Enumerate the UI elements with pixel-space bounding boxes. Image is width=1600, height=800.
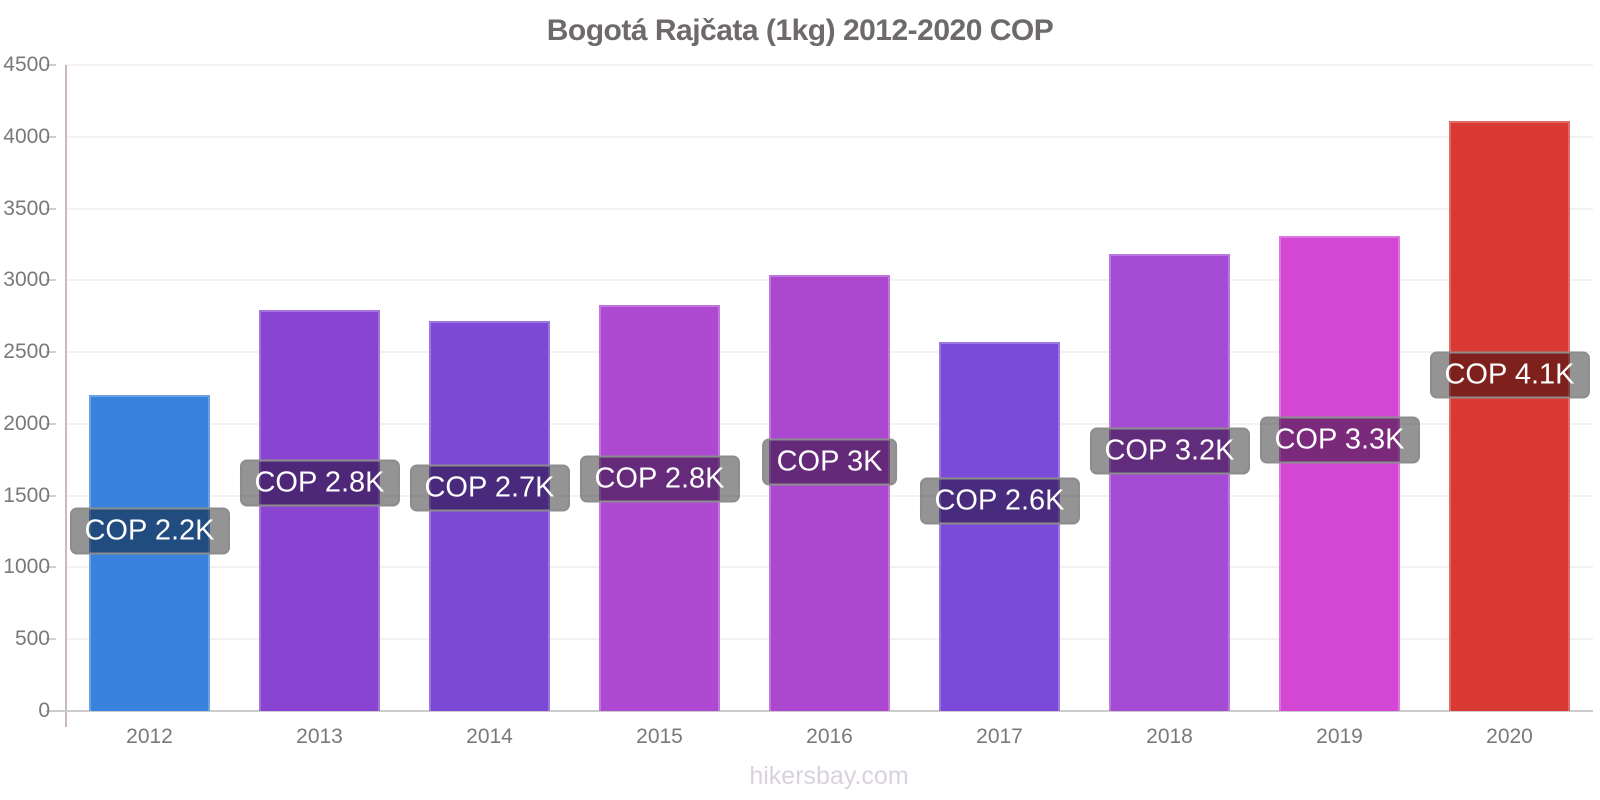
bar-value-label-2020: COP 4.1K (1429, 351, 1590, 399)
gridline-3500 (65, 207, 1593, 210)
y-tick-label-1500: 1500 (3, 483, 50, 507)
y-tick-mark-3500 (46, 207, 56, 210)
bar-2016[interactable] (769, 274, 890, 711)
bar-2015[interactable] (599, 304, 720, 711)
bar-value-label-2016: COP 3K (761, 438, 898, 486)
y-tick-mark-4500 (46, 64, 56, 66)
y-tick-label-0: 0 (38, 699, 50, 722)
bar-value-label-2014: COP 2.7K (409, 464, 570, 512)
y-tick-label-3500: 3500 (3, 196, 50, 220)
y-tick-label-4000: 4000 (3, 124, 50, 148)
x-tick-label-2013: 2013 (296, 725, 343, 748)
bar-2017[interactable] (939, 342, 1060, 711)
y-tick-mark-500 (46, 638, 56, 641)
x-tick-label-2014: 2014 (466, 725, 513, 748)
bar-2014[interactable] (429, 320, 550, 711)
gridline-4000 (65, 135, 1593, 138)
x-tick-label-2017: 2017 (976, 725, 1023, 748)
bar-value-label-2017: COP 2.6K (919, 477, 1080, 525)
y-tick-label-4500: 4500 (3, 53, 50, 76)
x-tick-label-2018: 2018 (1146, 725, 1193, 748)
x-axis-line (50, 710, 1593, 712)
gridline-4500 (65, 64, 1593, 66)
x-tick-label-2019: 2019 (1316, 725, 1363, 748)
y-tick-mark-1000 (46, 566, 56, 569)
bar-value-label-2012: COP 2.2K (69, 507, 230, 555)
y-tick-mark-3000 (46, 279, 56, 282)
x-tick-label-2015: 2015 (636, 725, 683, 748)
y-tick-mark-4000 (46, 135, 56, 138)
bar-2020[interactable] (1449, 120, 1570, 711)
y-tick-mark-1500 (46, 494, 56, 497)
bar-value-label-2018: COP 3.2K (1089, 427, 1250, 475)
bar-2013[interactable] (259, 310, 380, 711)
bar-value-label-2013: COP 2.8K (239, 459, 400, 507)
watermark: hikersbay.com (749, 762, 909, 790)
x-tick-label-2012: 2012 (126, 725, 173, 748)
y-tick-label-1000: 1000 (3, 555, 50, 579)
bar-2018[interactable] (1109, 254, 1230, 711)
y-tick-label-2500: 2500 (3, 340, 50, 364)
x-tick-label-2020: 2020 (1486, 725, 1533, 748)
y-tick-label-2000: 2000 (3, 411, 50, 435)
bar-2019[interactable] (1279, 235, 1400, 711)
bar-value-label-2019: COP 3.3K (1259, 416, 1420, 464)
bar-value-label-2015: COP 2.8K (579, 455, 740, 503)
y-tick-mark-2500 (46, 351, 56, 354)
x-tick-label-2016: 2016 (806, 725, 853, 748)
y-tick-label-500: 500 (14, 627, 50, 651)
y-tick-label-3000: 3000 (3, 268, 50, 292)
y-axis-line (65, 65, 67, 727)
y-tick-mark-2000 (46, 422, 56, 425)
chart-title: Bogotá Rajčata (1kg) 2012-2020 COP (546, 14, 1054, 47)
